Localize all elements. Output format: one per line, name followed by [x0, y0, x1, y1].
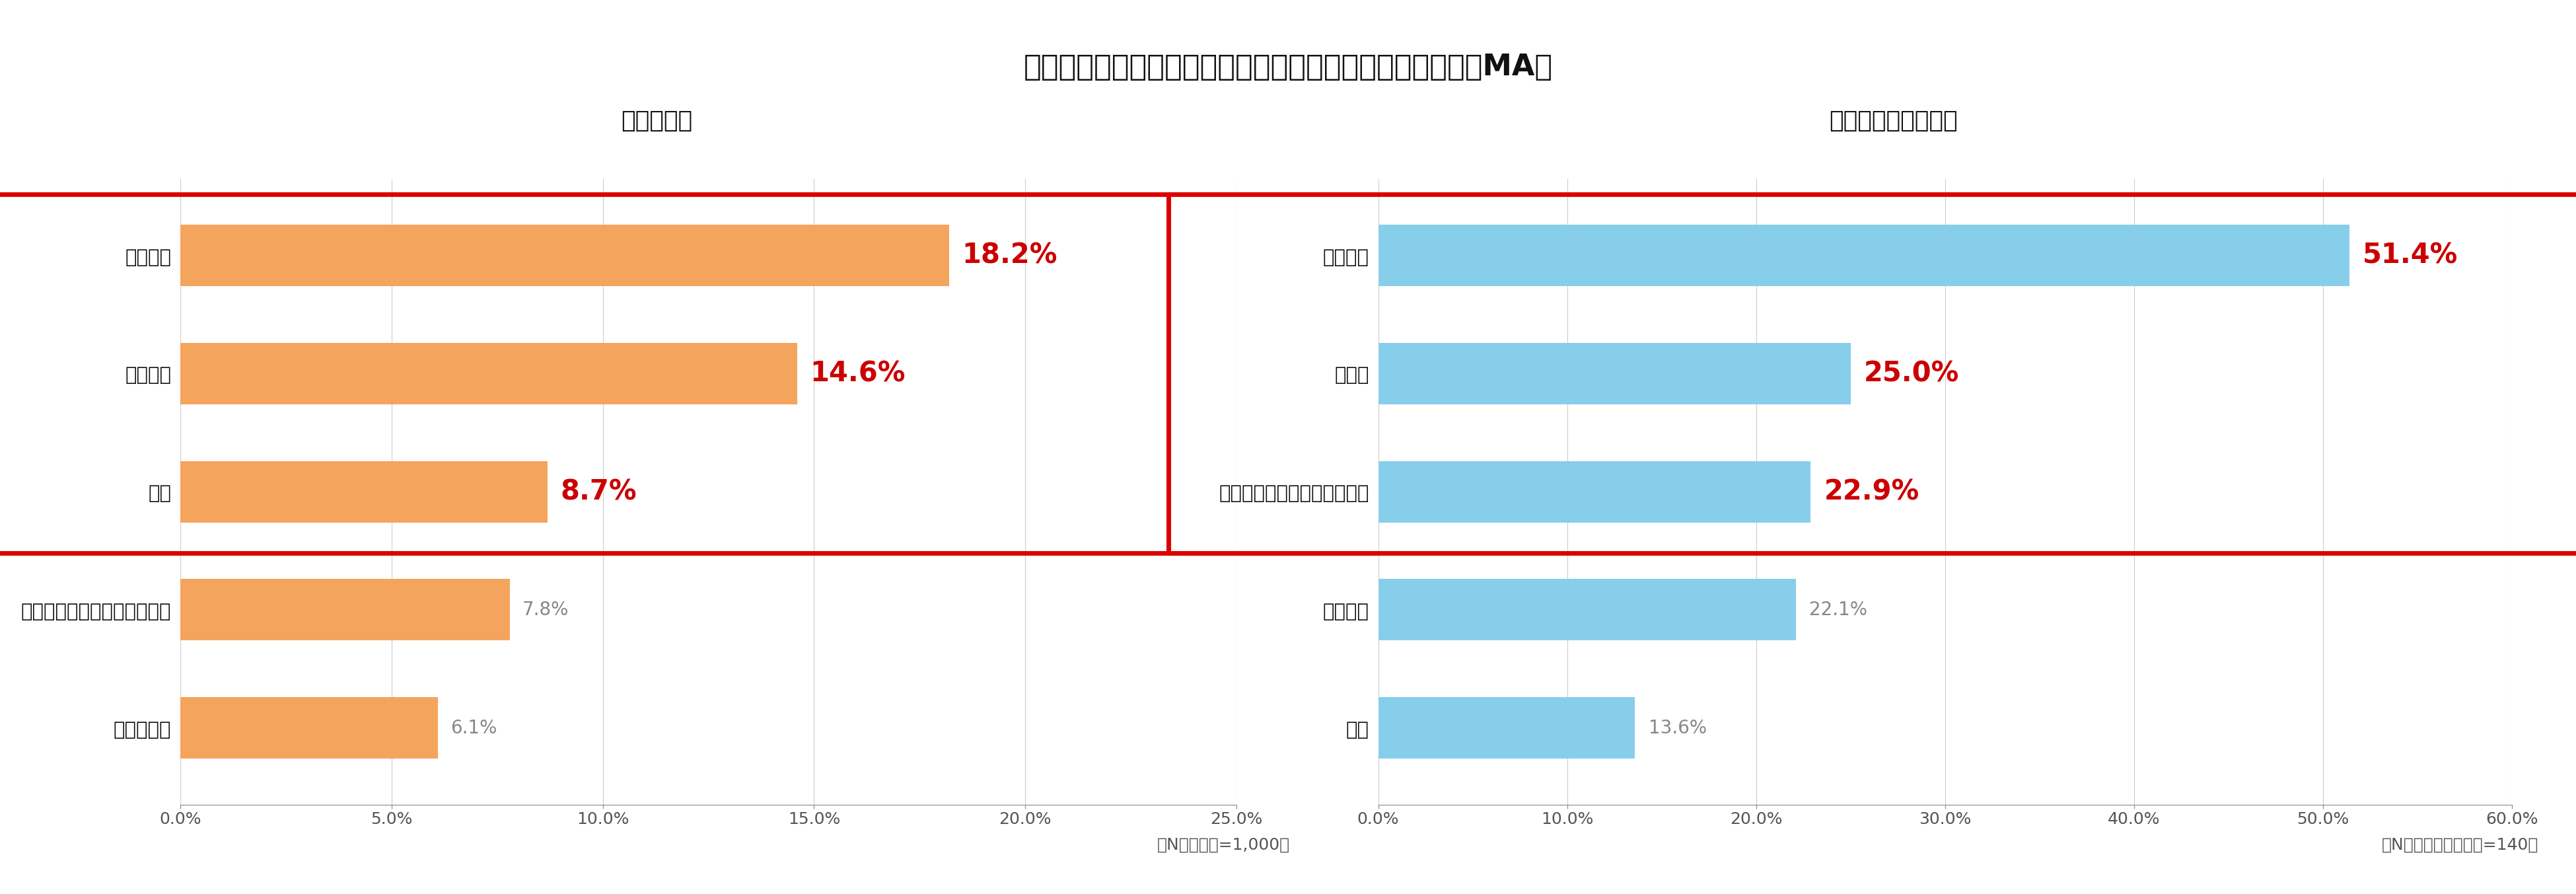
Text: 8.7%: 8.7% [562, 477, 636, 506]
Text: （N：生活者=1,000）: （N：生活者=1,000） [1157, 837, 1291, 853]
Bar [180, 697, 438, 758]
Text: 【生活者】: 【生活者】 [621, 109, 693, 132]
Text: 18.2%: 18.2% [961, 241, 1056, 269]
Text: 6.1%: 6.1% [451, 719, 497, 737]
Bar [180, 461, 549, 522]
Text: 14.6%: 14.6% [809, 359, 904, 387]
Bar [1378, 225, 2349, 286]
Bar [180, 579, 510, 640]
Text: （N：歯科医療従事者=140）: （N：歯科医療従事者=140） [2383, 837, 2537, 853]
Text: 22.9%: 22.9% [1824, 477, 1919, 506]
Bar [180, 343, 796, 404]
Text: 13.6%: 13.6% [1649, 719, 1708, 737]
Bar [1378, 343, 1850, 404]
Text: 25.0%: 25.0% [1865, 359, 1960, 387]
Bar [1378, 697, 1636, 758]
Text: 7.8%: 7.8% [523, 601, 569, 619]
Text: 【歯科医療従事者】: 【歯科医療従事者】 [1829, 109, 1958, 132]
Bar [180, 225, 948, 286]
Text: 51.4%: 51.4% [2362, 241, 2458, 269]
Bar [1378, 579, 1795, 640]
Text: 22.1%: 22.1% [1808, 601, 1868, 619]
Text: 外出時必ず持ち歩くオーラルケアアイテムは何ですか？（MA）: 外出時必ず持ち歩くオーラルケアアイテムは何ですか？（MA） [1023, 53, 1553, 81]
Bar [1378, 461, 1811, 522]
